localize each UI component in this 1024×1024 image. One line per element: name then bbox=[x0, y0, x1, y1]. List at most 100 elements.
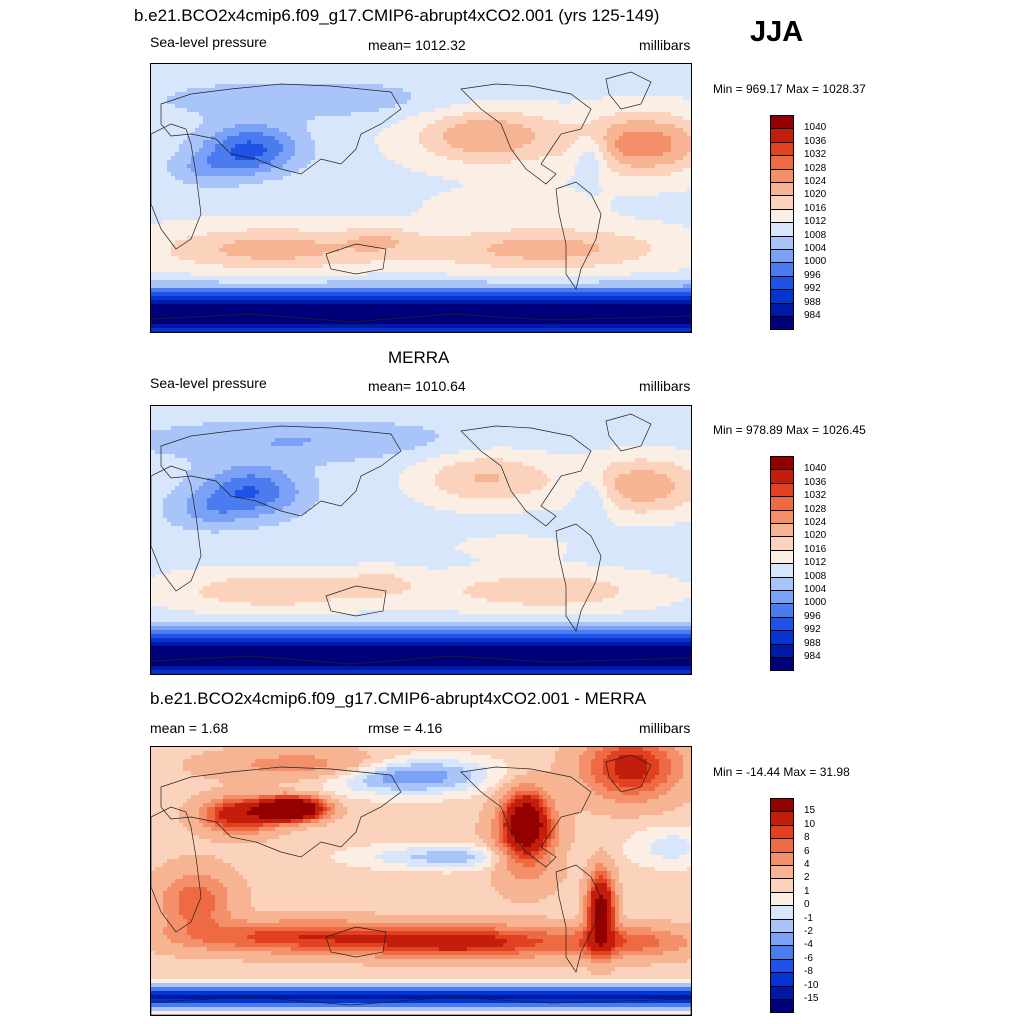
model-field-cell bbox=[631, 200, 636, 205]
model-field-cell bbox=[655, 172, 660, 177]
model-field-cell bbox=[175, 120, 180, 125]
model-field-cell bbox=[631, 88, 636, 93]
model-field-cell bbox=[155, 156, 160, 161]
model-field-cell bbox=[159, 172, 164, 177]
model-field-cell bbox=[523, 208, 528, 213]
model-field-cell bbox=[223, 192, 228, 197]
model-field-cell bbox=[223, 172, 228, 177]
model-field-cell bbox=[663, 192, 668, 197]
model-field-cell bbox=[467, 84, 472, 89]
model-field-cell bbox=[411, 116, 416, 121]
model-field-cell bbox=[639, 128, 644, 133]
model-field-cell bbox=[419, 152, 424, 157]
model-field-cell bbox=[307, 156, 312, 161]
model-field-cell bbox=[551, 184, 556, 189]
model-field-cell bbox=[431, 100, 436, 105]
model-field-cell bbox=[647, 196, 652, 201]
model-field-cell bbox=[499, 148, 504, 153]
model-field-cell bbox=[627, 148, 632, 153]
model-field-cell bbox=[663, 104, 668, 109]
model-field-cell bbox=[155, 104, 160, 109]
model-field-cell bbox=[543, 152, 548, 157]
model-field-cell bbox=[439, 116, 444, 121]
model-field-cell bbox=[259, 80, 264, 85]
model-field-cell bbox=[663, 108, 668, 113]
model-field-cell bbox=[655, 140, 660, 145]
model-field-cell bbox=[579, 160, 584, 165]
model-field-cell bbox=[259, 88, 264, 93]
model-field-cell bbox=[371, 112, 376, 117]
model-field-cell bbox=[603, 104, 608, 109]
model-field-cell bbox=[195, 88, 200, 93]
model-field-cell bbox=[171, 104, 176, 109]
model-field-cell bbox=[375, 204, 380, 209]
model-field-cell bbox=[255, 184, 260, 189]
model-field-cell bbox=[319, 72, 324, 77]
model-field-cell bbox=[663, 164, 668, 169]
model-field-cell bbox=[375, 156, 380, 161]
model-field-cell bbox=[415, 116, 420, 121]
model-field-cell bbox=[439, 148, 444, 153]
model-field-cell bbox=[235, 164, 240, 169]
model-field-cell bbox=[615, 160, 620, 165]
model-field-cell bbox=[431, 148, 436, 153]
model-field-cell bbox=[523, 104, 528, 109]
model-field-cell bbox=[239, 140, 244, 145]
model-field-cell bbox=[435, 112, 440, 117]
model-field-cell bbox=[535, 124, 540, 129]
model-field-cell bbox=[543, 192, 548, 197]
model-field-cell bbox=[507, 204, 512, 209]
model-field-cell bbox=[179, 204, 184, 209]
model-field-cell bbox=[291, 184, 296, 189]
model-field-cell bbox=[379, 160, 384, 165]
model-field-cell bbox=[515, 152, 520, 157]
model-field-cell bbox=[199, 164, 204, 169]
model-field-cell bbox=[291, 172, 296, 177]
model-field-cell bbox=[419, 104, 424, 109]
model-field-cell bbox=[683, 168, 688, 173]
model-field-cell bbox=[503, 184, 508, 189]
model-field-cell bbox=[647, 80, 652, 85]
model-field-cell bbox=[207, 88, 212, 93]
model-field-cell bbox=[623, 104, 628, 109]
model-field-cell bbox=[583, 84, 588, 89]
model-field-cell bbox=[183, 164, 188, 169]
model-field-cell bbox=[327, 132, 332, 137]
model-field-cell bbox=[171, 124, 176, 129]
model-field-cell bbox=[171, 168, 176, 173]
model-field-cell bbox=[667, 192, 672, 197]
model-field-cell bbox=[271, 76, 276, 81]
model-field-cell bbox=[335, 192, 340, 197]
model-field-cell bbox=[291, 176, 296, 181]
model-field-cell bbox=[207, 204, 212, 209]
model-field-cell bbox=[615, 100, 620, 105]
model-field-cell bbox=[419, 72, 424, 77]
model-field-cell bbox=[183, 192, 188, 197]
model-field-cell bbox=[295, 164, 300, 169]
model-field-cell bbox=[547, 196, 552, 201]
model-field-cell bbox=[587, 204, 592, 209]
model-field-cell bbox=[191, 208, 196, 213]
model-field-cell bbox=[175, 76, 180, 81]
model-field-cell bbox=[315, 116, 320, 121]
model-field-cell bbox=[499, 108, 504, 113]
model-field-cell bbox=[423, 140, 428, 145]
model-field-cell bbox=[379, 68, 384, 73]
model-field-cell bbox=[603, 136, 608, 141]
model-field-cell bbox=[359, 172, 364, 177]
model-field-cell bbox=[567, 112, 572, 117]
model-field-cell bbox=[595, 172, 600, 177]
model-field-cell bbox=[239, 188, 244, 193]
model-field-cell bbox=[407, 140, 412, 145]
model-field-cell bbox=[555, 156, 560, 161]
model-field-cell bbox=[351, 112, 356, 117]
model-field-cell bbox=[471, 196, 476, 201]
model-field-cell bbox=[623, 180, 628, 185]
model-field-cell bbox=[431, 144, 436, 149]
model-field-cell bbox=[243, 196, 248, 201]
model-field-cell bbox=[627, 176, 632, 181]
model-field-cell bbox=[355, 136, 360, 141]
model-field-cell bbox=[539, 76, 544, 81]
model-field-cell bbox=[403, 180, 408, 185]
model-field-cell bbox=[299, 132, 304, 137]
